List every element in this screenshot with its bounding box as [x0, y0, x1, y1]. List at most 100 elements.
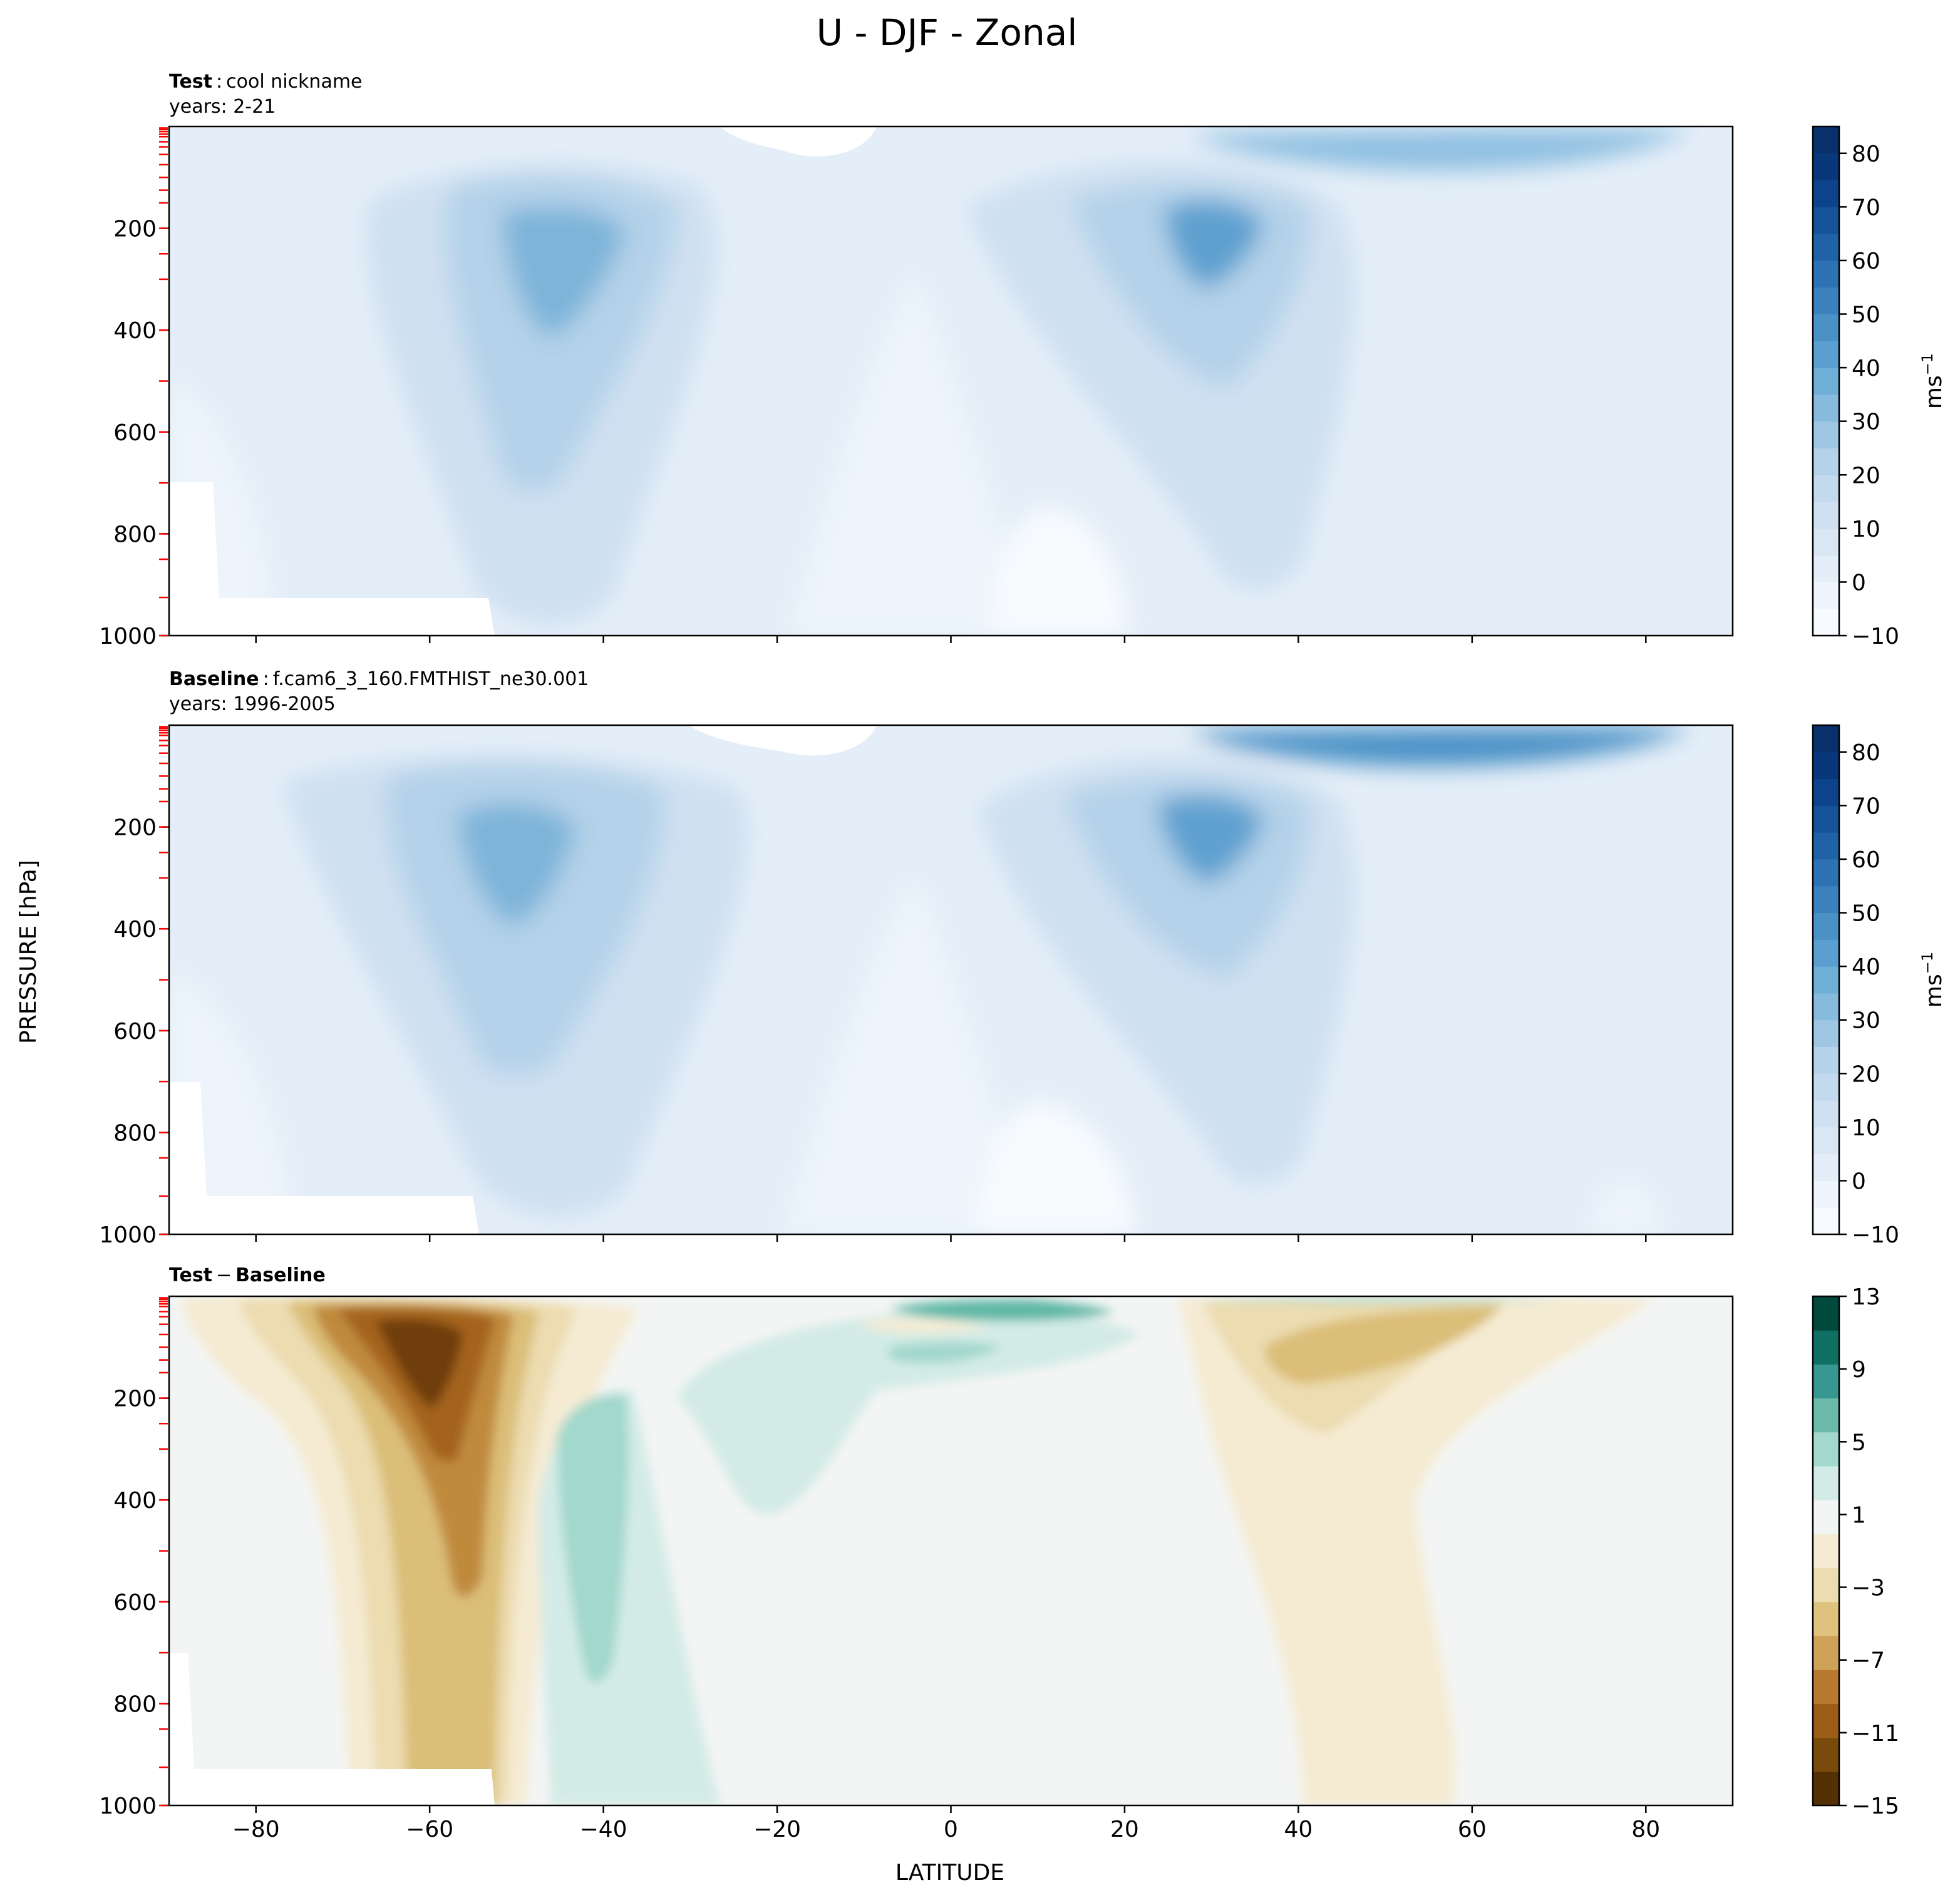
- colorbar-swatch: [1813, 1046, 1839, 1074]
- colorbar-label-sup: −1: [1919, 353, 1936, 375]
- colorbar-swatch: [1813, 751, 1839, 780]
- colorbar-swatch: [1813, 234, 1839, 261]
- panel-diff-level-marks: [159, 1297, 168, 1807]
- panel-diff-pos-core: [557, 1395, 629, 1683]
- colorbar-swatch: [1813, 1432, 1839, 1467]
- colorbar-tick-label: 0: [1852, 570, 1866, 596]
- panel-baseline-level-marks: [159, 726, 168, 1236]
- x-tick-label: 60: [1458, 1817, 1487, 1842]
- panel-baseline-tropical-easterlies: [977, 1102, 1133, 1234]
- panel-diff-pos-nh-ribbon: [1190, 1298, 1565, 1303]
- colorbar-tick-label: −3: [1852, 1576, 1885, 1601]
- x-axis-label: LATITUDE: [895, 1860, 1004, 1886]
- panel-baseline-xticks: [255, 1234, 1647, 1242]
- colorbar-tick-label: −10: [1852, 624, 1899, 649]
- colorbar-swatch: [1813, 368, 1839, 395]
- panel-test-plot: [169, 126, 1733, 636]
- panel-diff-label-op: −: [216, 1264, 232, 1286]
- y-tick-label: 1000: [99, 1794, 157, 1819]
- colorbar-swatch: [1813, 1534, 1839, 1569]
- panel-baseline-sh-jet-core: [457, 803, 576, 927]
- colorbar-swatch: [1813, 859, 1839, 887]
- colorbar-swatch: [1813, 778, 1839, 806]
- panel-test: Test: cool nickname years: 2-21 200400600…: [99, 71, 1947, 649]
- colorbar-swatch: [1813, 1330, 1839, 1365]
- panel-diff-colorbar: 13 9 5 1 −3 −7 −11 −15: [1812, 1284, 1899, 1819]
- colorbar-tick-label: 0: [1852, 1169, 1866, 1194]
- panel-test-colorbar: 80 70 60 50 40 30 20 10 0 −10 ms−1: [1812, 125, 1947, 649]
- colorbar-swatch: [1813, 1737, 1839, 1772]
- x-tick-label: 40: [1284, 1817, 1313, 1842]
- colorbar-label-base: ms: [1921, 375, 1947, 409]
- colorbar-swatch: [1813, 885, 1839, 914]
- panel-baseline: Baseline: f.cam6_3_160.FMTHIST_ne30.001 y…: [99, 668, 1947, 1248]
- colorbar-swatch: [1813, 912, 1839, 940]
- panel-baseline-missing-region: [169, 1082, 479, 1234]
- y-tick-label: 400: [113, 318, 157, 344]
- y-tick-label: 800: [113, 1691, 157, 1717]
- colorbar-swatch: [1813, 314, 1839, 341]
- y-tick-label: 200: [113, 815, 157, 841]
- colorbar-tick-label: 1: [1852, 1502, 1866, 1528]
- colorbar-swatch: [1813, 725, 1839, 753]
- colorbar-swatch: [1813, 528, 1839, 556]
- y-tick-label: 400: [113, 1488, 157, 1514]
- colorbar-swatch: [1813, 1500, 1839, 1534]
- panel-baseline-sh-jet-mid: [386, 763, 664, 1076]
- y-tick-label: 1000: [99, 1222, 157, 1248]
- colorbar-swatch: [1813, 502, 1839, 529]
- colorbar-swatch: [1813, 1127, 1839, 1155]
- y-tick-label: 600: [113, 1590, 157, 1616]
- colorbar-tick-label: −10: [1852, 1222, 1899, 1248]
- colorbar-swatch: [1813, 153, 1839, 181]
- panel-test-level-marks: [159, 127, 168, 637]
- colorbar-swatch: [1813, 1180, 1839, 1208]
- y-tick-label: 600: [113, 420, 157, 446]
- panel-diff-small-neg-tropics: [858, 1318, 989, 1333]
- panel-baseline-label: Baseline: f.cam6_3_160.FMTHIST_ne30.001: [169, 668, 589, 690]
- colorbar-swatch: [1813, 966, 1839, 994]
- panel-diff-nh-neg-core: [1265, 1306, 1503, 1384]
- colorbar-swatch: [1813, 1466, 1839, 1500]
- colorbar-swatch: [1813, 1364, 1839, 1399]
- x-tick-label: −20: [753, 1817, 801, 1842]
- y-tick-label: 1000: [99, 624, 157, 649]
- colorbar-swatch: [1813, 287, 1839, 315]
- colorbar-tick-label: 80: [1852, 740, 1880, 766]
- panel-test-sh-jet-core: [501, 207, 626, 338]
- panel-baseline-plot: [169, 725, 1733, 1234]
- panel-test-tropical-easterlies: [989, 507, 1127, 636]
- panel-diff-label-a: Test: [169, 1264, 212, 1286]
- colorbar-tick-label: 10: [1852, 517, 1880, 542]
- colorbar-swatch: [1813, 805, 1839, 833]
- colorbar-swatch: [1813, 1100, 1839, 1128]
- panel-baseline-tropical-low: [783, 877, 1033, 1234]
- panel-diff-neg-core: [376, 1319, 463, 1409]
- colorbar-swatch: [1813, 180, 1839, 207]
- colorbar-tick-label: 13: [1852, 1284, 1880, 1310]
- y-tick-label: 800: [113, 1120, 157, 1146]
- colorbar-swatch: [1813, 1296, 1839, 1331]
- colorbar-swatch: [1813, 939, 1839, 967]
- colorbar-tick-label: 70: [1852, 793, 1880, 819]
- colorbar-label: ms−1: [1919, 353, 1947, 409]
- y-tick-label: 400: [113, 917, 157, 942]
- x-tick-label: −60: [406, 1817, 453, 1842]
- colorbar-tick-label: 70: [1852, 195, 1880, 220]
- colorbar-swatch: [1813, 207, 1839, 234]
- colorbar-label: ms−1: [1919, 952, 1947, 1008]
- colorbar-swatch: [1813, 609, 1839, 636]
- colorbar-swatch: [1813, 1703, 1839, 1738]
- panel-test-upper-white: [720, 126, 877, 157]
- colorbar-swatch: [1813, 1601, 1839, 1636]
- colorbar-tick-label: 30: [1852, 1008, 1880, 1034]
- panel-baseline-colorbar: 80 70 60 50 40 30 20 10 0 −10 ms−1: [1812, 724, 1947, 1248]
- colorbar-swatch: [1813, 475, 1839, 502]
- panel-diff-pos-upper: [889, 1299, 1115, 1321]
- colorbar-swatch: [1813, 421, 1839, 448]
- panel-test-nh-strat-jet: [1190, 129, 1691, 171]
- colorbar-swatch: [1813, 341, 1839, 368]
- colorbar-swatch: [1813, 1020, 1839, 1047]
- y-tick-label: 200: [113, 217, 157, 242]
